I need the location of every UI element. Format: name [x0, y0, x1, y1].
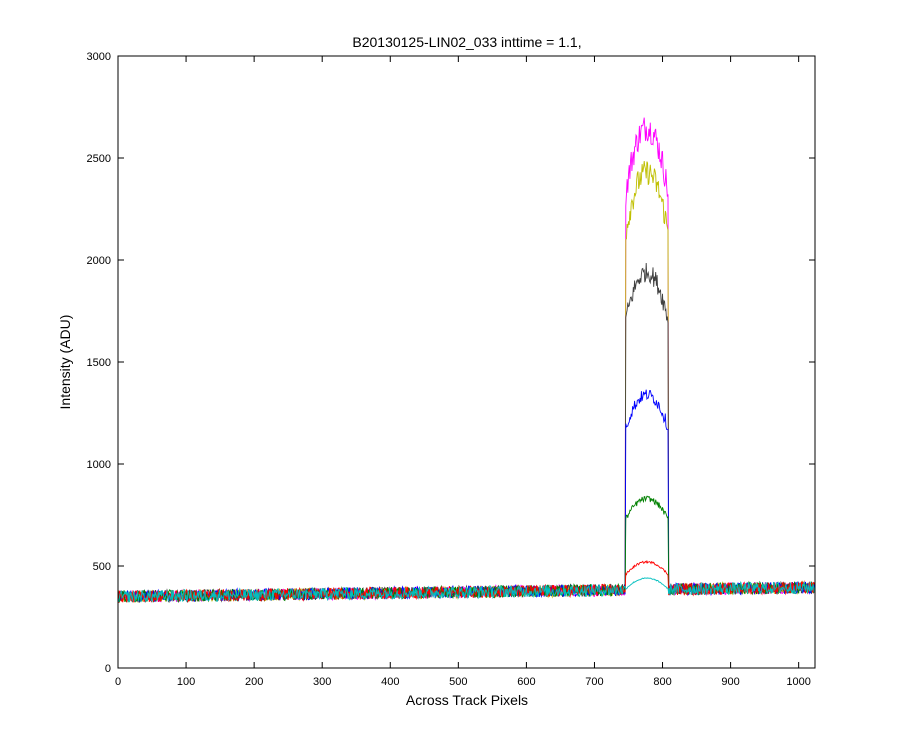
x-tick-label: 0: [115, 676, 121, 688]
y-tick-label: 500: [93, 561, 111, 573]
y-tick-label: 3000: [87, 51, 111, 63]
series-line-0: [117, 117, 816, 603]
y-tick-label: 1000: [87, 459, 111, 471]
y-tick-label: 1500: [87, 357, 111, 369]
x-tick-label: 100: [177, 676, 195, 688]
x-tick-label: 600: [517, 676, 535, 688]
plot-frame: [117, 55, 816, 669]
y-axis-title: Intensity (ADU): [57, 315, 73, 410]
x-tick-label: 900: [721, 676, 739, 688]
x-axis-title: Across Track Pixels: [406, 692, 528, 708]
series-line-6: [117, 577, 816, 603]
x-tick-label: 700: [585, 676, 603, 688]
chart-title: B20130125-LIN02_033 inttime = 1.1,: [352, 34, 581, 50]
x-tick-label: 300: [313, 676, 331, 688]
y-tick-label: 0: [105, 663, 111, 675]
series-layer: [117, 117, 816, 604]
x-tick-label: 200: [245, 676, 263, 688]
y-tick-label: 2500: [87, 153, 111, 165]
series-line-3: [117, 389, 816, 602]
y-tick-label: 2000: [87, 255, 111, 267]
series-line-1: [117, 161, 816, 603]
axes-layer: 0 100 200 300 400 500 600 700 800 900 1000 0 500 1000…: [87, 51, 816, 688]
series-line-2: [117, 262, 816, 604]
x-tick-label: 800: [653, 676, 671, 688]
x-tick-label: 400: [381, 676, 399, 688]
x-tick-label: 1000: [786, 676, 810, 688]
x-tick-label: 500: [449, 676, 467, 688]
